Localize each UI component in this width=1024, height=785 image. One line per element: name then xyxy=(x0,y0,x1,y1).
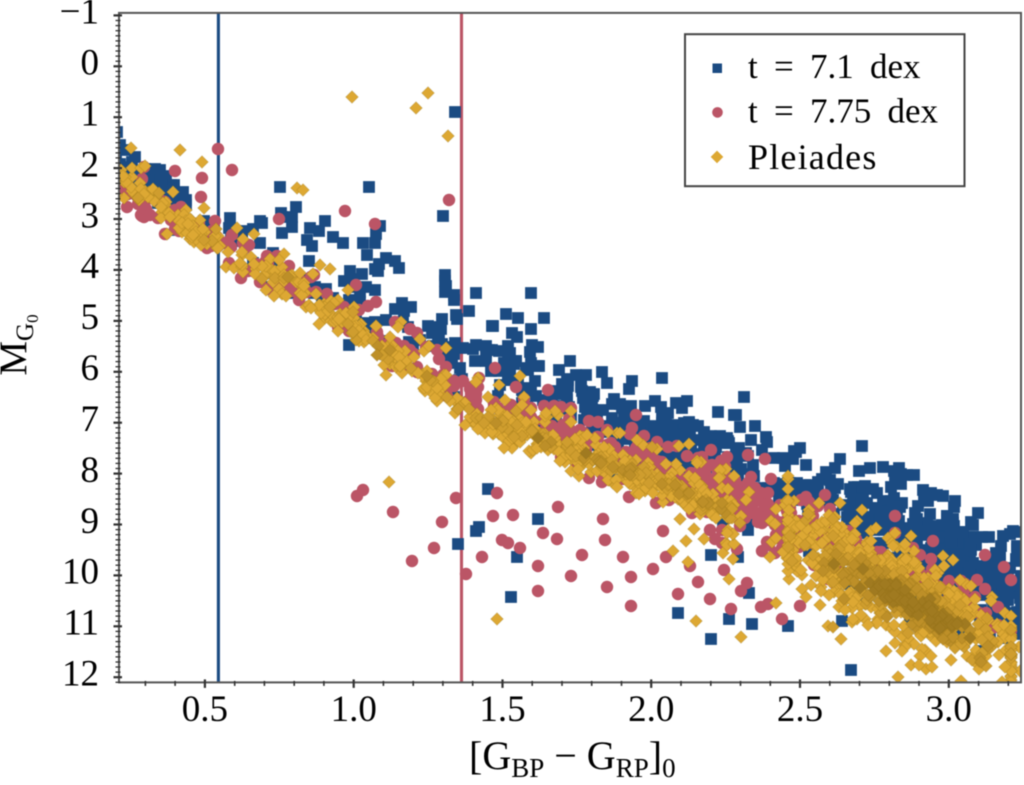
svg-text:2.5: 2.5 xyxy=(777,689,823,730)
svg-text:12: 12 xyxy=(62,654,99,695)
svg-text:2: 2 xyxy=(81,144,100,185)
svg-text:1.5: 1.5 xyxy=(479,689,525,730)
svg-text:−1: −1 xyxy=(60,0,99,33)
svg-text:t = 7.75 dex: t = 7.75 dex xyxy=(748,92,938,131)
svg-text:10: 10 xyxy=(62,552,99,593)
svg-text:8: 8 xyxy=(81,450,100,491)
svg-text:0.5: 0.5 xyxy=(182,689,228,730)
svg-text:6: 6 xyxy=(81,348,100,389)
svg-text:1.0: 1.0 xyxy=(331,689,377,730)
svg-text:2.0: 2.0 xyxy=(628,689,674,730)
svg-text:Pleiades: Pleiades xyxy=(748,137,878,177)
svg-text:9: 9 xyxy=(81,501,100,542)
svg-text:0: 0 xyxy=(81,43,100,84)
svg-text:t = 7.1 dex: t = 7.1 dex xyxy=(748,47,921,86)
svg-text:3.0: 3.0 xyxy=(926,689,972,730)
svg-text:7: 7 xyxy=(81,399,100,440)
svg-text:11: 11 xyxy=(63,603,99,644)
svg-text:[GBP − GRP]0: [GBP − GRP]0 xyxy=(469,733,676,780)
svg-text:5: 5 xyxy=(81,297,100,338)
svg-text:3: 3 xyxy=(81,195,100,236)
svg-text:1: 1 xyxy=(81,94,100,135)
svg-text:4: 4 xyxy=(81,246,100,287)
